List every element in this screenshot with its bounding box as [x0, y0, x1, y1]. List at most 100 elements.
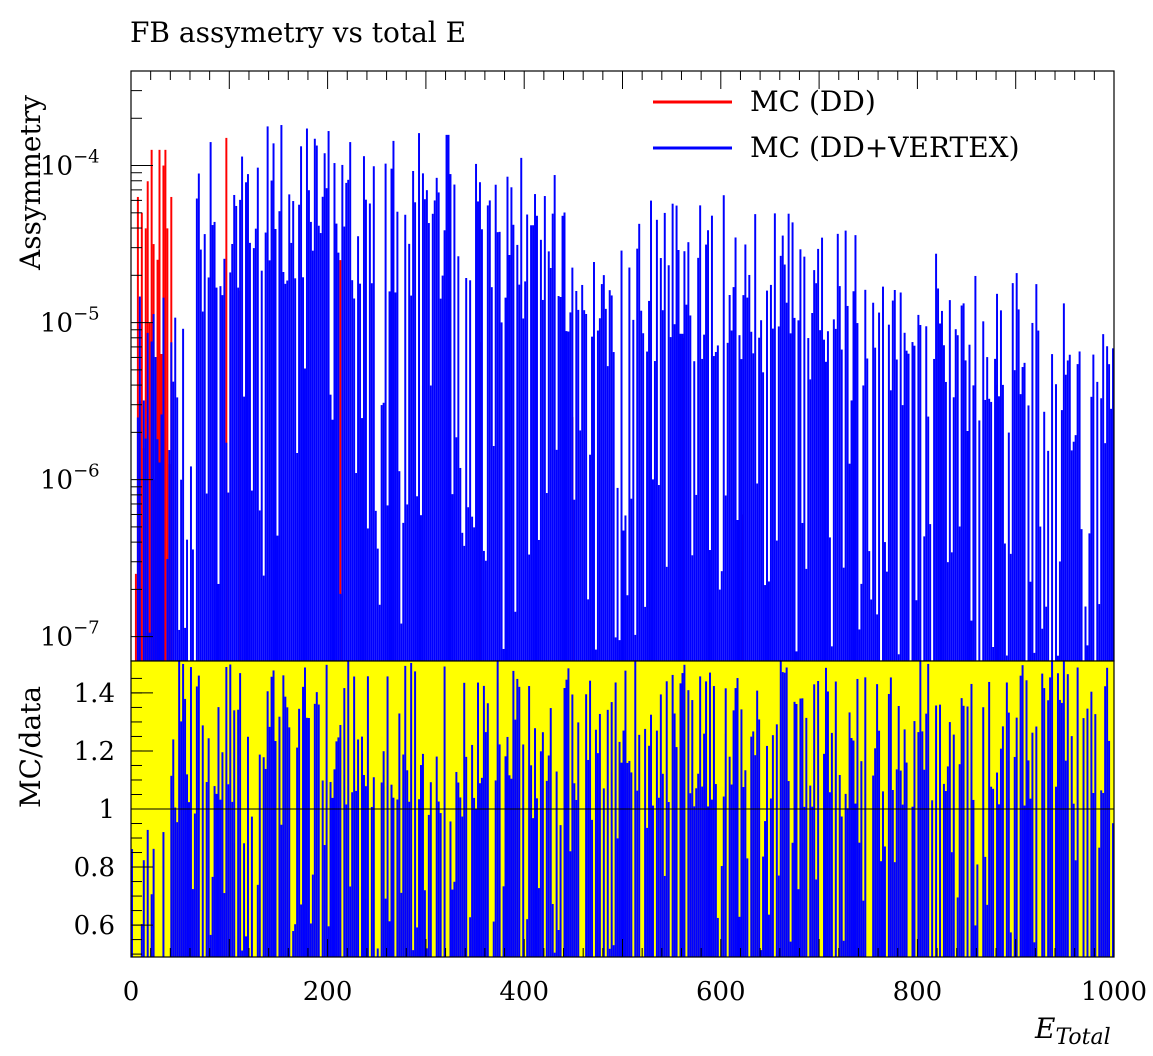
bar-dd-vertex — [443, 230, 446, 661]
ratio-bar — [651, 805, 654, 957]
ratio-bar — [186, 774, 189, 957]
bar-dd-vertex — [223, 258, 226, 661]
bar-dd-vertex — [337, 252, 340, 661]
bar-dd-vertex — [830, 646, 833, 661]
ratio-bar — [687, 690, 690, 957]
ratio-bar — [844, 793, 847, 957]
bar-dd-vertex — [685, 304, 688, 661]
ratio-bar — [854, 803, 857, 957]
ratio-bar — [571, 694, 574, 957]
ratio-bar — [874, 748, 877, 957]
bar-dd — [166, 228, 169, 661]
ratio-bar — [457, 782, 460, 957]
ratio-bar — [555, 771, 558, 957]
ratio-bar — [777, 875, 780, 957]
ratio-bar — [307, 717, 310, 957]
ratio-bar — [180, 721, 183, 957]
ratio-bar — [482, 685, 485, 957]
ratio-bar — [703, 733, 706, 957]
bar-dd-vertex — [148, 632, 151, 661]
ratio-bar — [449, 821, 452, 957]
ratio-bar — [823, 753, 825, 957]
x-axis-title-main: E — [1034, 1012, 1055, 1045]
bar-dd-vertex — [567, 331, 570, 661]
bar-dd — [140, 212, 143, 661]
bar-dd-vertex — [990, 401, 993, 661]
bar-dd-vertex — [819, 330, 822, 661]
ratio-bar — [498, 744, 501, 957]
ratio-bar — [972, 799, 975, 957]
bar-dd-vertex — [946, 562, 949, 661]
ratio-bar — [398, 713, 401, 957]
ratio-bar — [388, 921, 391, 957]
ratio-bar — [150, 894, 153, 957]
bar-dd-vertex — [380, 405, 383, 661]
ratio-bar — [939, 704, 941, 957]
ratio-bar — [665, 681, 668, 957]
bar-dd-vertex — [1074, 435, 1077, 661]
ratio-bar — [195, 686, 198, 957]
bar-dd-vertex — [587, 599, 590, 661]
ratio-bar — [219, 799, 222, 957]
bar-dd-vertex — [333, 163, 336, 661]
bar-dd-vertex — [864, 289, 867, 661]
ratio-bar — [534, 728, 536, 957]
ratio-bar — [268, 726, 271, 957]
bar-dd-vertex — [382, 402, 385, 661]
bar-dd-vertex — [429, 385, 432, 661]
bar-dd-vertex — [555, 449, 558, 661]
bar-dd-vertex — [486, 205, 489, 661]
bar-dd-vertex — [575, 290, 578, 661]
bar-dd-vertex — [923, 536, 926, 661]
bar-dd-vertex — [553, 175, 556, 661]
ratio-bar — [722, 796, 725, 957]
ratio-bar — [549, 708, 552, 957]
bar-dd-vertex — [589, 454, 592, 661]
bar-dd-vertex — [1045, 606, 1048, 661]
ratio-bar — [382, 751, 385, 957]
bar-dd-vertex — [691, 555, 694, 661]
ratio-bar — [746, 858, 749, 957]
ratio-bar — [612, 945, 615, 957]
bar-dd-vertex — [858, 629, 861, 661]
main-x-ticks — [130, 71, 1115, 89]
ratio-bar — [655, 730, 658, 957]
ratio-bar — [805, 717, 808, 957]
ratio-bar — [272, 670, 275, 957]
ratio-bar — [386, 676, 389, 957]
bar-dd-vertex — [895, 359, 898, 661]
bar-dd-vertex — [913, 345, 916, 661]
bar-dd-vertex — [189, 466, 192, 661]
ratio-bar — [876, 684, 879, 957]
bar-dd-vertex — [889, 390, 892, 661]
bar-dd-vertex — [620, 250, 623, 662]
ratio-bar — [1027, 760, 1030, 957]
ratio-bar — [944, 791, 947, 957]
bar-dd-vertex — [876, 614, 879, 661]
bar-dd-vertex — [907, 353, 910, 661]
bar-dd-vertex — [1055, 384, 1057, 661]
bar-dd — [134, 573, 137, 661]
bar-dd-vertex — [504, 297, 507, 661]
bar-dd-vertex — [270, 180, 273, 661]
ratio-x-ticks — [130, 939, 1115, 957]
ratio-bar — [131, 849, 133, 957]
bar-dd-vertex — [655, 219, 658, 661]
ratio-bar — [484, 732, 487, 957]
ratio-bar — [644, 728, 647, 957]
ratio-bar — [278, 716, 281, 957]
bar-dd-vertex — [952, 397, 955, 661]
bar-dd-vertex — [246, 174, 249, 661]
ratio-bar — [705, 681, 708, 957]
bar-dd-vertex — [274, 228, 277, 662]
bar-dd-vertex — [596, 330, 599, 661]
bar-dd-vertex — [172, 381, 175, 661]
bar-dd-vertex — [927, 416, 930, 661]
ratio-bar — [838, 774, 841, 957]
bar-dd-vertex — [1031, 322, 1034, 661]
bar-dd-vertex — [767, 581, 770, 661]
bar-dd-vertex — [805, 568, 808, 661]
ratio-bar — [663, 875, 666, 957]
bar-dd-vertex — [386, 505, 389, 661]
bar-dd-vertex — [158, 462, 161, 661]
